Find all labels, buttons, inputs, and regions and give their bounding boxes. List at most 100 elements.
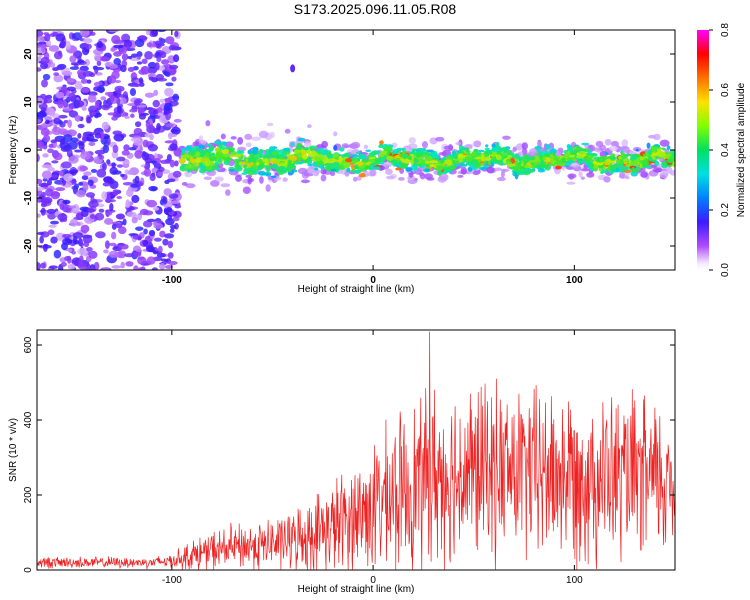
spectrogram-cell (310, 151, 318, 156)
spectrogram-cell (112, 144, 119, 154)
spectrogram-cell (149, 160, 157, 164)
spectrogram-cell (106, 137, 111, 146)
spectrogram-cell (651, 156, 656, 160)
spectrogram-cell (426, 177, 435, 181)
spectrogram-cell (351, 154, 359, 158)
spectrogram-cell (445, 164, 450, 168)
spectrogram-cell (116, 156, 126, 162)
spectrogram-cell (210, 145, 214, 152)
spectrogram-cell (77, 59, 85, 64)
spectrogram-cell (66, 78, 75, 83)
spectrogram-cell (207, 160, 215, 165)
spectrogram-cell (621, 139, 629, 148)
spectrogram-cell (608, 145, 618, 152)
spectrogram-cell (622, 158, 630, 162)
spectrogram-cell (102, 162, 107, 171)
spectrogram-cell (651, 159, 657, 163)
spectrogram-cell (242, 186, 251, 194)
spectrogram-cell (639, 156, 644, 161)
spectrogram-cell (135, 226, 144, 231)
spectrogram-cell (149, 133, 154, 141)
spectrogram-cell (444, 159, 452, 162)
x-tick-label: -100 (162, 575, 182, 586)
spectrogram-cell (496, 176, 506, 182)
spectrogram-cell (466, 162, 473, 165)
spectrogram-cell (352, 176, 358, 182)
spectrogram-cell (124, 115, 130, 119)
spectrogram-cell (247, 149, 252, 155)
spectrogram-cell (133, 99, 141, 106)
spectrogram-cell (205, 120, 211, 127)
spectrogram-cell (217, 158, 222, 163)
spectrogram-cell (106, 193, 111, 203)
spectrogram-cell (42, 73, 51, 81)
spectrogram-cell (111, 223, 117, 230)
spectrogram-cell (87, 179, 94, 187)
spectrogram-cell (590, 153, 598, 157)
spectrogram-cell (269, 131, 275, 139)
x-tick-label: 100 (566, 275, 583, 286)
colorbar-label: Normalized spectral amplitude (736, 82, 747, 217)
spectrogram-cell (237, 137, 244, 145)
spectrogram-cell (213, 161, 219, 167)
spectrogram-cell (630, 159, 639, 166)
spectrogram-cell (91, 111, 97, 115)
spectrogram-cell (604, 138, 612, 146)
spectrogram-cell (365, 162, 371, 166)
spectrogram-cell (80, 87, 90, 93)
spectrogram-cell (37, 213, 41, 218)
spectrogram-cell (79, 206, 90, 212)
spectrogram-cell (220, 146, 226, 150)
spectrogram-cell (624, 169, 632, 173)
spectrogram-cell (545, 143, 551, 150)
spectrogram-cell (251, 136, 262, 141)
spectrogram-cell (77, 69, 85, 77)
spectrogram-cell (549, 154, 554, 158)
spectrogram-cell (276, 168, 283, 173)
spectrogram-cell (109, 94, 115, 102)
spectrogram-cell (653, 133, 661, 141)
spectrogram-cell (245, 174, 253, 178)
spectrogram-cell (37, 231, 45, 236)
spectrogram-cell (151, 267, 158, 270)
spectrogram-cell (542, 155, 546, 161)
spectrogram-cell (198, 162, 203, 166)
spectrogram-cell (625, 165, 629, 172)
spectrogram-cell (127, 170, 134, 175)
spectrogram-cell (576, 146, 583, 151)
spectrogram-cell (79, 165, 89, 172)
spectrogram-cell (555, 165, 562, 170)
spectrogram-cell (652, 167, 663, 173)
spectrogram-cell (385, 149, 391, 156)
spectrogram-cell (580, 168, 591, 172)
spectrogram-cell (279, 162, 287, 167)
spectrogram-cell (304, 141, 312, 148)
spectrogram-cell (84, 58, 91, 66)
spectrogram-cell (165, 218, 175, 226)
spectrogram-cell (284, 128, 291, 134)
spectrogram-cell (113, 44, 124, 49)
spectrogram-cell (386, 155, 394, 161)
spectrogram-cell (320, 174, 327, 182)
spectrogram-cell (246, 167, 255, 172)
spectrogram-cell (80, 151, 91, 160)
spectrogram-cell (40, 62, 49, 70)
spectrogram-cell (211, 165, 218, 170)
spectrogram-cell (62, 238, 73, 246)
spectrogram-cell (174, 204, 182, 209)
spectrogram-cell (597, 156, 606, 163)
spectrogram-cell (113, 57, 122, 66)
spectrogram-cell (274, 153, 282, 160)
spectrogram-cell (581, 142, 590, 146)
spectrogram-cell (80, 78, 89, 84)
spectrogram-cell (131, 216, 138, 224)
spectrogram-cell (585, 161, 593, 166)
spectrogram-cell (477, 149, 485, 153)
spectrogram-cell (566, 159, 574, 163)
spectrogram-cell (148, 76, 155, 81)
spectrogram-cell (172, 216, 180, 222)
spectrogram-cell (138, 113, 147, 120)
spectrogram-cell (318, 163, 322, 169)
spectrogram-cell (138, 77, 144, 84)
spectrogram-cell (45, 188, 54, 197)
